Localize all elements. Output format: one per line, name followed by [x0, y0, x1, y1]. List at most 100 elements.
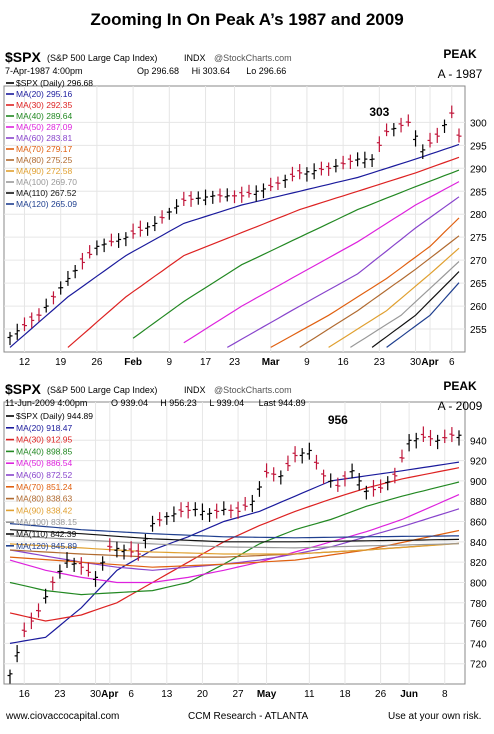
y-tick-label: 720 [470, 660, 487, 671]
y-tick-label: 800 [470, 578, 487, 589]
index-name: (S&P 500 Large Cap Index) [47, 385, 157, 395]
x-tick-label: 9 [167, 357, 173, 368]
ma-series-line [9, 523, 459, 539]
peak-label: A - 1987 [438, 67, 483, 81]
y-tick-label: 920 [470, 457, 487, 468]
x-tick-label: 8 [442, 689, 448, 700]
x-tick-label: 6 [128, 689, 134, 700]
peak-annotation: 956 [328, 413, 348, 427]
legend-entry: MA(70) 279.17 [16, 144, 72, 154]
ma-series-line [9, 143, 460, 348]
y-tick-label: 880 [470, 497, 487, 508]
x-tick-label: 13 [161, 689, 173, 700]
legend-entry: MA(90) 272.58 [16, 166, 72, 176]
y-tick-label: 285 [470, 187, 487, 198]
ohlc-value: Lo 296.66 [246, 66, 286, 76]
x-tick-label: 17 [200, 357, 212, 368]
x-tick-label: 23 [374, 357, 386, 368]
chart-title: Zooming In On Peak A’s 1987 and 2009 [90, 10, 404, 29]
ma-series-line [371, 271, 460, 348]
chart-symbol: $SPX [5, 381, 41, 397]
y-tick-label: 940 [470, 436, 487, 447]
y-tick-label: 265 [470, 279, 487, 290]
exchange-label: INDX [184, 385, 206, 395]
date-line: 11-Jun-2009 4:00pm [5, 398, 87, 408]
y-tick-label: 860 [470, 518, 487, 529]
x-tick-label: 23 [54, 689, 66, 700]
legend-entry: $SPX (Daily) 296.68 [16, 78, 93, 88]
x-tick-label: 16 [19, 689, 31, 700]
x-tick-label: 11 [304, 689, 315, 700]
y-tick-label: 290 [470, 164, 487, 175]
legend-entry: MA(40) 289.64 [16, 111, 72, 121]
chart-panel-2009: 720 740 760 780 800 820 840 860 880 900 920 940 16 23… [0, 378, 494, 706]
peak-label: A - 2009 [438, 399, 483, 413]
legend-entry: MA(110) 842.39 [16, 529, 77, 539]
legend-entry: MA(100) 269.70 [16, 177, 77, 187]
x-tick-label: 6 [449, 357, 455, 368]
y-tick-label: 900 [470, 477, 487, 488]
y-tick-label: 780 [470, 599, 487, 610]
legend-entry: $SPX (Daily) 944.89 [16, 411, 93, 421]
x-tick-label: 26 [91, 357, 103, 368]
x-tick-label: 30 [90, 689, 102, 700]
chart-panel-1987: 255 260 265 270 275 280 285 290 295 300 12 19 26 Feb 9… [0, 46, 494, 370]
x-tick-label: Mar [262, 357, 280, 368]
ohlc-value: Last 944.89 [259, 398, 306, 408]
index-name: (S&P 500 Large Cap Index) [47, 53, 157, 63]
ma-series-line [9, 481, 460, 596]
footer-research: CCM Research - ATLANTA [188, 711, 309, 722]
legend-entry: MA(60) 872.52 [16, 470, 72, 480]
ma-series-line [9, 542, 460, 555]
x-tick-label: Feb [124, 357, 142, 368]
y-tick-label: 295 [470, 141, 487, 152]
y-tick-label: 840 [470, 538, 487, 549]
peak-label: PEAK [443, 47, 477, 61]
x-tick-label: 9 [304, 357, 310, 368]
x-tick-label: May [257, 689, 277, 700]
y-tick-label: 270 [470, 256, 487, 267]
legend-entry: MA(100) 838.15 [16, 517, 77, 527]
ma-series-line [132, 169, 460, 339]
y-tick-label: 820 [470, 558, 487, 569]
legend-entry: MA(30) 912.95 [16, 435, 72, 445]
legend-entry: MA(50) 886.54 [16, 458, 72, 468]
y-tick-label: 275 [470, 233, 487, 244]
footer-website[interactable]: www.ciovaccocapital.com [6, 711, 120, 722]
legend-entry: MA(30) 292.35 [16, 100, 72, 110]
ma-series-line [227, 196, 460, 348]
legend-entry: MA(80) 275.25 [16, 155, 72, 165]
legend-entry: MA(80) 838.63 [16, 494, 72, 504]
chart-1987: 255 260 265 270 275 280 285 290 295 300 12 19 26 Feb 9… [3, 47, 487, 368]
y-tick-label: 760 [470, 619, 487, 630]
x-tick-label: 19 [55, 357, 67, 368]
ma-series-line [183, 181, 460, 344]
legend-entry: MA(120) 265.09 [16, 199, 77, 209]
exchange-label: INDX [184, 53, 206, 63]
legend-entry: MA(20) 295.16 [16, 89, 72, 99]
ma-series-line [67, 156, 460, 348]
legend-entry: MA(120) 845.89 [16, 541, 77, 551]
y-tick-label: 260 [470, 302, 487, 313]
source-label: @StockCharts.com [214, 385, 292, 395]
footer-disclaimer: Use at your own risk. [388, 711, 482, 722]
ohlc-value: O 939.04 [111, 398, 148, 408]
chart-symbol: $SPX [5, 49, 41, 65]
ma-series-line [299, 235, 460, 348]
source-label: @StockCharts.com [214, 53, 292, 63]
legend-entry: MA(60) 283.81 [16, 133, 72, 143]
x-tick-label: Apr [101, 689, 118, 700]
x-tick-label: 27 [233, 689, 245, 700]
ohlc-value: L 939.04 [209, 398, 244, 408]
peak-annotation: 303 [369, 105, 389, 119]
date-line: 7-Apr-1987 4:00pm [5, 66, 83, 76]
x-tick-label: 26 [375, 689, 387, 700]
ohlc-value: Hi 303.64 [192, 66, 231, 76]
ma-series-line [350, 261, 460, 348]
ma-series-line [328, 247, 460, 348]
ma-series-line [386, 282, 460, 348]
y-tick-label: 280 [470, 210, 487, 221]
ohlc-value: Op 296.68 [137, 66, 179, 76]
legend-entry: MA(70) 851.24 [16, 482, 72, 492]
